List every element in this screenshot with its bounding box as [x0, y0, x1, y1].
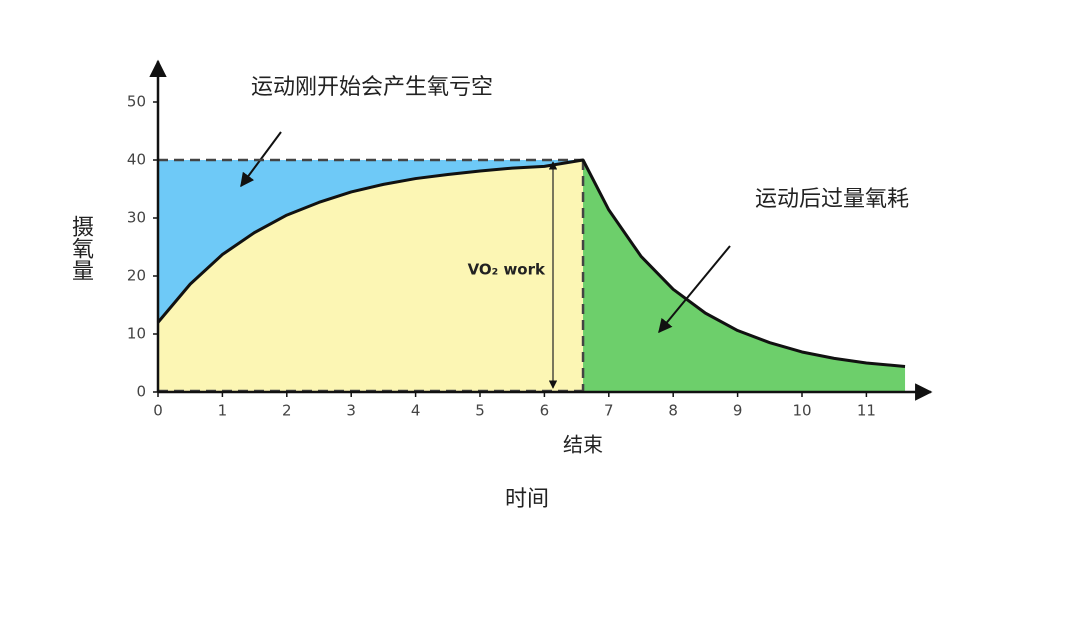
vo2-label: VO₂ work — [468, 261, 546, 279]
end-label: 结束 — [563, 433, 603, 457]
x-tick-label: 2 — [282, 402, 292, 420]
deficit-area — [158, 160, 584, 323]
x-tick-label: 1 — [218, 402, 228, 420]
x-tick-label: 4 — [411, 402, 421, 420]
x-tick-label: 0 — [153, 402, 163, 420]
x-tick-label: 11 — [857, 402, 876, 420]
y-tick-label: 0 — [136, 383, 146, 401]
y-axis-label: 摄氧量 — [68, 215, 94, 281]
x-tick-label: 8 — [668, 402, 678, 420]
y-tick-label: 50 — [127, 93, 146, 111]
x-tick-label: 5 — [475, 402, 485, 420]
y-tick-label: 30 — [127, 209, 146, 227]
x-tick-label: 7 — [604, 402, 614, 420]
epoc-area — [583, 160, 906, 392]
annotation: 运动刚开始会产生氧亏空 — [251, 75, 493, 100]
work-area — [158, 160, 584, 392]
x-axis-label: 时间 — [505, 487, 549, 512]
x-tick-label: 3 — [346, 402, 356, 420]
x-tick-label: 10 — [792, 402, 811, 420]
y-tick-label: 20 — [127, 267, 146, 285]
x-tick-label: 9 — [733, 402, 743, 420]
annotation-arrow — [658, 245, 731, 334]
y-tick-label: 40 — [127, 151, 146, 169]
annotation: 运动后过量氧耗 — [755, 187, 909, 212]
areas — [158, 160, 906, 392]
curve — [156, 158, 906, 368]
y-tick-label: 10 — [127, 325, 146, 343]
x-tick-label: 6 — [540, 402, 550, 420]
